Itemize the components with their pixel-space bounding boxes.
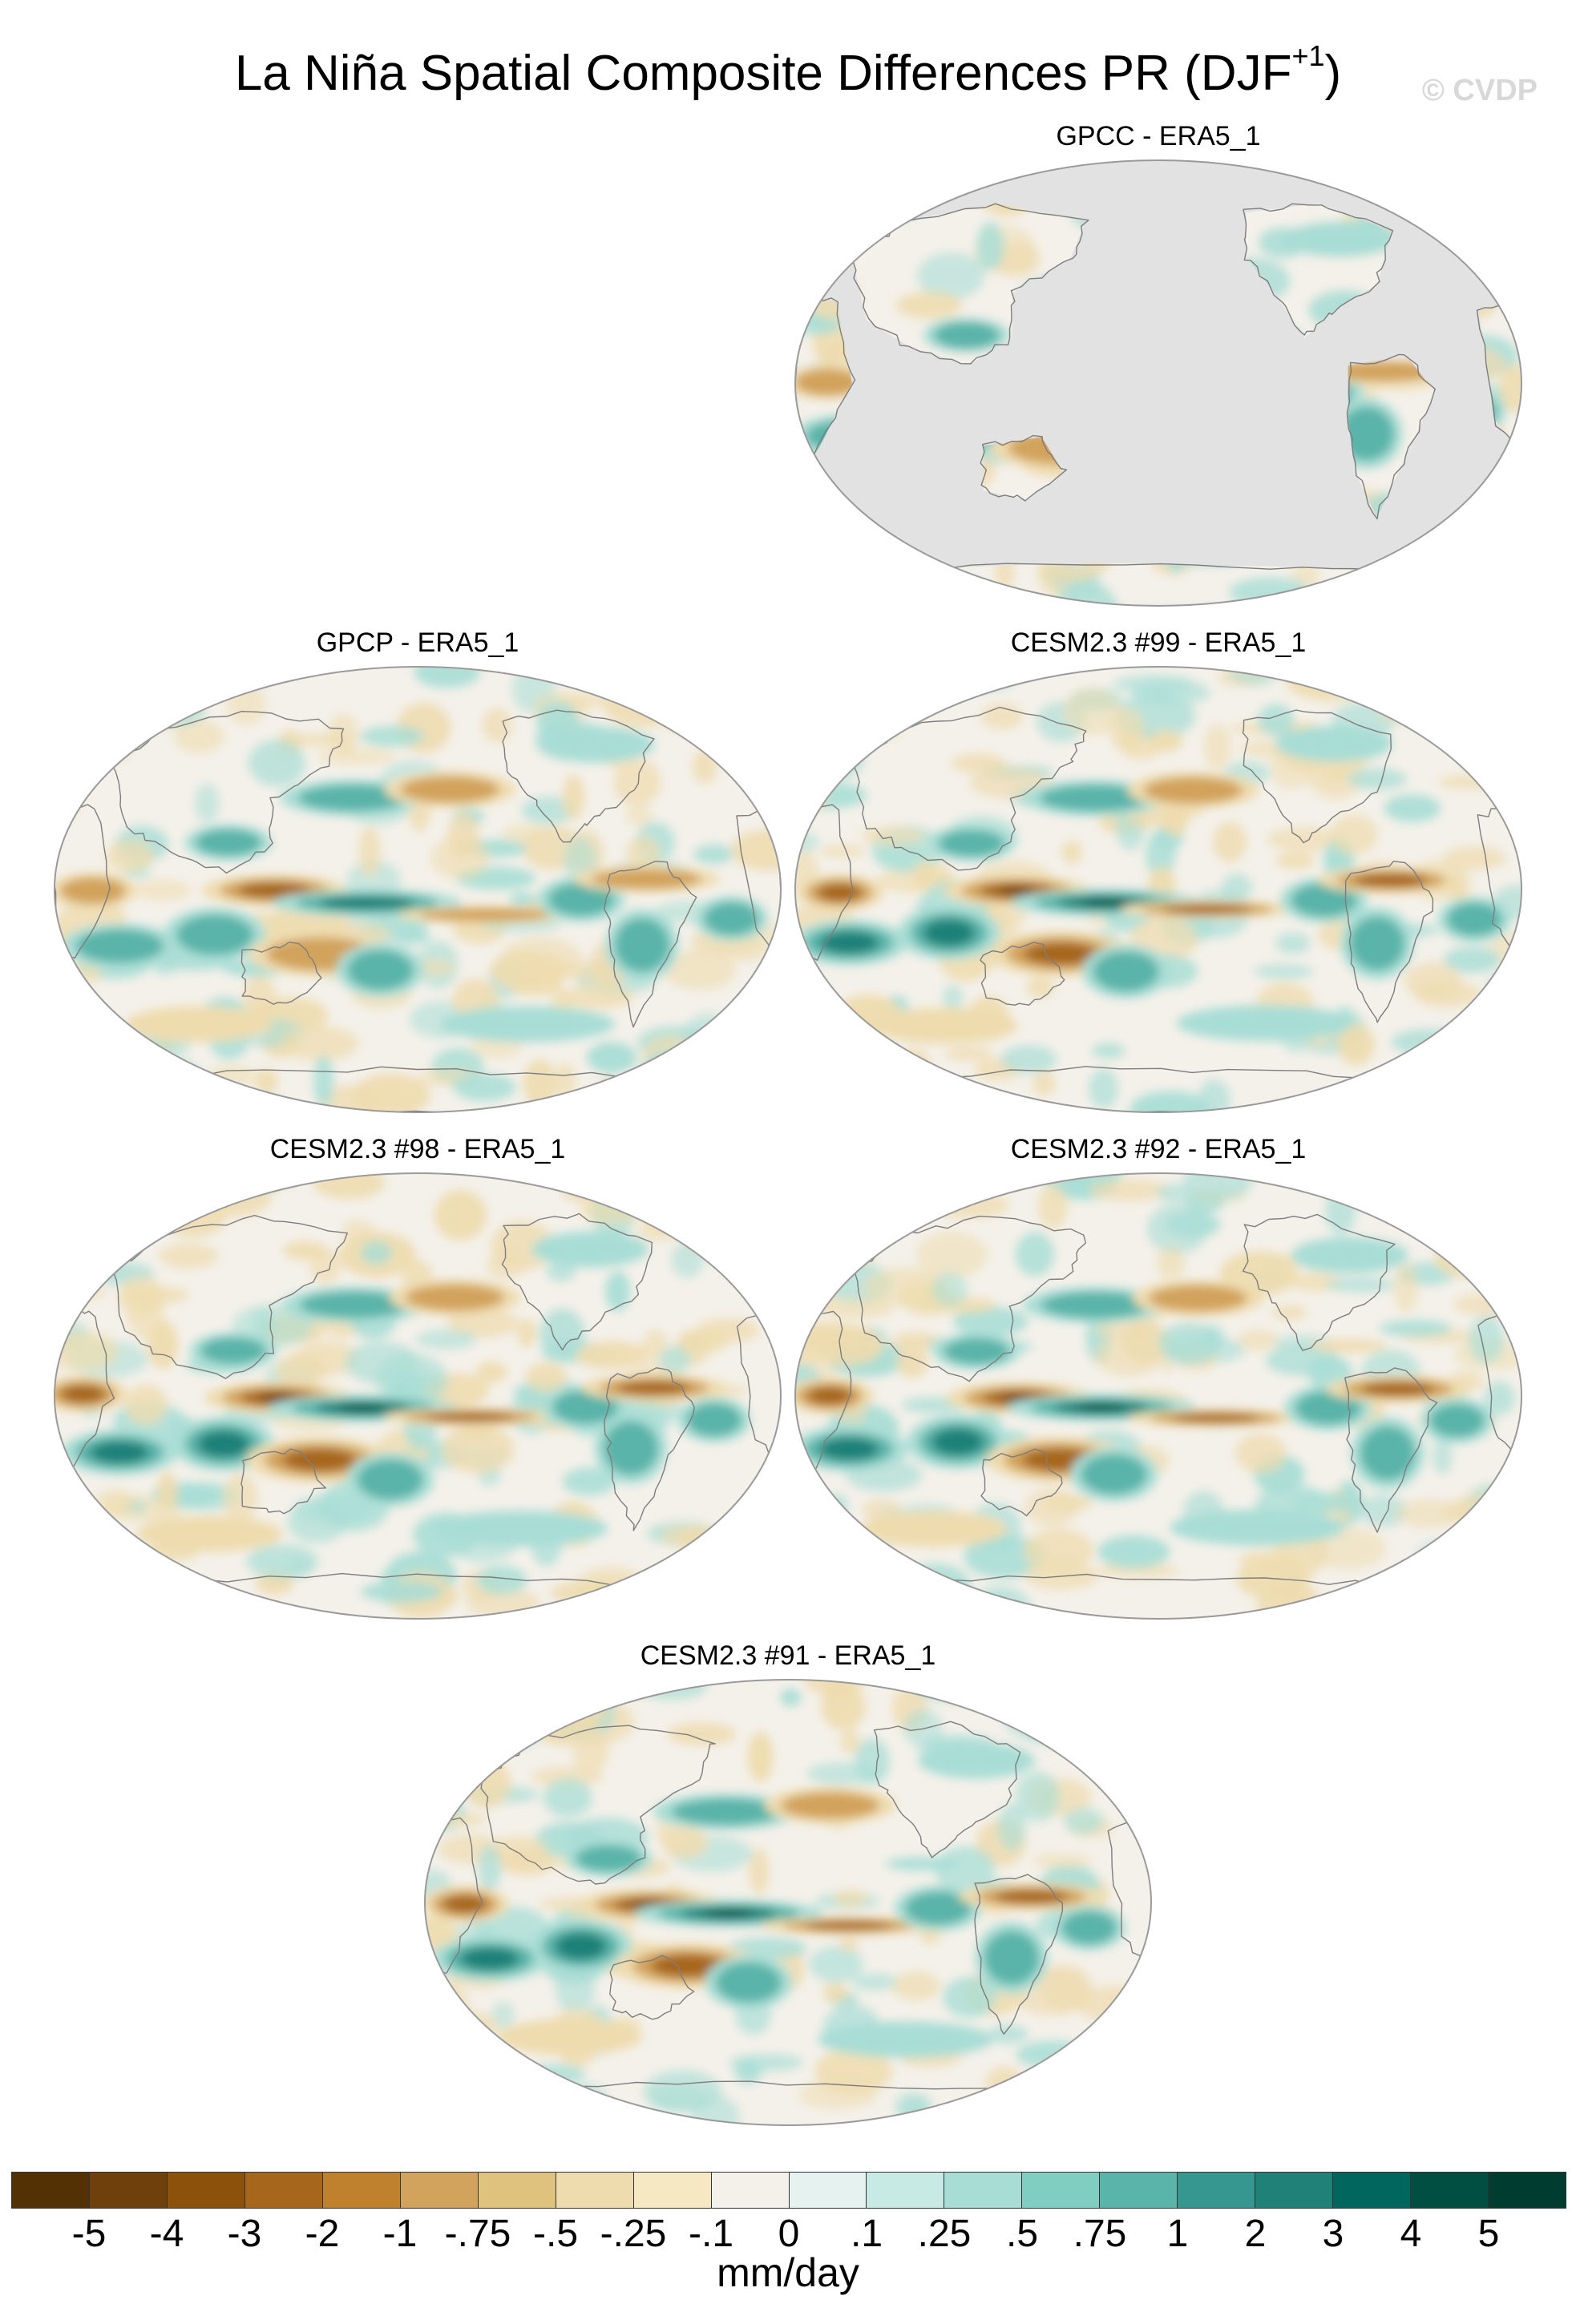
figure-title-text: La Niña Spatial Composite Differences PR… <box>234 46 1292 101</box>
colorbar-label: 5 <box>1477 2213 1500 2255</box>
panel-title: GPCC - ERA5_1 <box>1056 121 1261 151</box>
colorbar-swatch <box>1022 2173 1101 2208</box>
colorbar-label: -2 <box>305 2213 340 2255</box>
colorbar-swatch <box>1178 2173 1256 2208</box>
map-panel: CESM2.3 #92 - ERA5_1 <box>794 1133 1523 1627</box>
panel-title: CESM2.3 #99 - ERA5_1 <box>1010 627 1307 658</box>
colorbar-label: 3 <box>1322 2213 1344 2255</box>
colorbar-swatch <box>633 2173 712 2208</box>
map-globe <box>794 1172 1522 1620</box>
colorbar-swatch <box>1411 2173 1489 2208</box>
map-panel: CESM2.3 #99 - ERA5_1 <box>794 627 1523 1120</box>
panel-title: CESM2.3 #92 - ERA5_1 <box>1010 1134 1307 1164</box>
figure-title-superscript: +1 <box>1291 39 1325 72</box>
colorbar-labels: -5 -4 -3 -2 -1 -.75 -.5 -.25 -.1 0 .1 .25 .5 .75 1 2 3 4 5 <box>11 2210 1566 2258</box>
colorbar-label: 1 <box>1166 2213 1189 2255</box>
colorbar-label: .75 <box>1073 2213 1127 2255</box>
colorbar-label: .25 <box>917 2213 972 2255</box>
colorbar-swatch <box>1255 2173 1334 2208</box>
colorbar-swatch <box>867 2173 945 2208</box>
colorbar-label: .1 <box>850 2213 883 2255</box>
figure-title-end: ) <box>1324 46 1342 101</box>
map-globe <box>794 666 1522 1113</box>
colorbar-label: -3 <box>227 2213 262 2255</box>
colorbar-swatch <box>244 2173 323 2208</box>
colorbar-swatch <box>711 2173 790 2208</box>
colorbar-swatch <box>400 2173 479 2208</box>
colorbar-swatch <box>556 2173 634 2208</box>
colorbar-label: 4 <box>1400 2213 1422 2255</box>
colorbar-label: -.5 <box>532 2213 579 2255</box>
colorbar-label: 2 <box>1244 2213 1267 2255</box>
colorbar-label: 0 <box>778 2213 800 2255</box>
colorbar-swatch <box>12 2173 90 2208</box>
colorbar-swatch <box>789 2173 867 2208</box>
colorbar-label: -.25 <box>600 2213 667 2255</box>
colorbar-swatch <box>167 2173 245 2208</box>
colorbar-label: -.1 <box>688 2213 734 2255</box>
map-panel: CESM2.3 #98 - ERA5_1 <box>53 1133 782 1627</box>
map-globe <box>54 666 782 1113</box>
map-panel: CESM2.3 #91 - ERA5_1 <box>423 1640 1153 2133</box>
map-panel: GPCP - ERA5_1 <box>53 627 782 1120</box>
watermark: © CVDP <box>1421 74 1538 107</box>
panel-title: GPCP - ERA5_1 <box>316 627 519 658</box>
map-globe <box>424 1679 1152 2126</box>
colorbar-swatch <box>89 2173 168 2208</box>
colorbar-label: -.75 <box>444 2213 511 2255</box>
colorbar-label: -1 <box>382 2213 418 2255</box>
map-panel: GPCC - ERA5_1 <box>794 120 1523 614</box>
colorbar-units: mm/day <box>717 2250 859 2295</box>
panel-title: CESM2.3 #91 - ERA5_1 <box>640 1640 936 1671</box>
colorbar-swatch <box>944 2173 1023 2208</box>
colorbar-label: -5 <box>71 2213 107 2255</box>
figure-title: La Niña Spatial Composite Differences PR… <box>0 24 1576 106</box>
map-globe <box>794 159 1522 607</box>
colorbar <box>11 2172 1566 2209</box>
colorbar-swatch <box>478 2173 556 2208</box>
panel-title: CESM2.3 #98 - ERA5_1 <box>269 1134 566 1164</box>
colorbar-swatch <box>1489 2173 1566 2208</box>
colorbar-swatch <box>1333 2173 1412 2208</box>
map-globe <box>54 1172 782 1620</box>
colorbar-swatch <box>322 2173 401 2208</box>
colorbar-label: -4 <box>149 2213 184 2255</box>
colorbar-label: .5 <box>1005 2213 1039 2255</box>
colorbar-swatch <box>1100 2173 1178 2208</box>
